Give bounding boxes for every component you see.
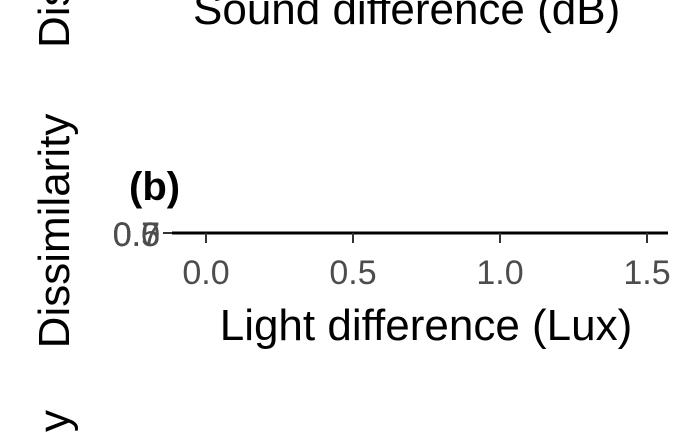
x-tick-label: 1.0 — [476, 254, 523, 292]
bottom-panel-ylabel: y — [30, 410, 79, 432]
y-tick-label: 0.7 — [113, 216, 160, 254]
x-tick-label: 0.0 — [182, 254, 229, 292]
y-tick-label: 0.5 — [113, 216, 160, 254]
y-tick-labels: 0.00.50.7 — [113, 216, 160, 254]
top-panel-ylabel: Dis — [30, 0, 79, 48]
x-tick-marks — [205, 233, 648, 243]
panel-label: (b) — [129, 165, 180, 209]
top-panel-xlabel: Sound difference (dB) — [193, 0, 620, 34]
x-axis-title: Light difference (Lux) — [220, 301, 633, 350]
y-axis-title: Dissimilarity — [30, 114, 79, 349]
y-tick-label: 0.0 — [113, 216, 160, 254]
x-tick-label: 1.5 — [623, 254, 670, 292]
x-tick-labels: 0.0 0.5 1.0 1.5 — [182, 254, 670, 292]
x-tick-label: 0.5 — [329, 254, 376, 292]
